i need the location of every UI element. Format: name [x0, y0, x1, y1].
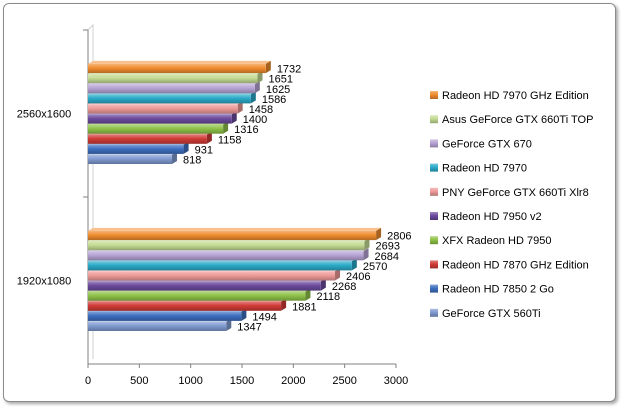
legend-label: PNY GeForce GTX 660Ti Xlr8 [442, 187, 589, 199]
bar [88, 63, 266, 74]
legend-swatch [430, 139, 438, 148]
bar [88, 291, 306, 301]
x-tick-label: 2000 [281, 375, 305, 387]
data-label: 2693 [375, 241, 399, 253]
x-tick-label: 3000 [384, 375, 408, 387]
bar [88, 114, 232, 124]
bar [88, 124, 224, 134]
bar [88, 311, 242, 321]
legend-label: Radeon HD 7970 GHz Edition [442, 90, 589, 102]
data-label: 1651 [269, 74, 293, 86]
legend-label: XFX Radeon HD 7950 [442, 235, 551, 247]
bar-top-face [88, 60, 271, 64]
data-label: 818 [183, 155, 201, 167]
bar [88, 104, 238, 114]
bar-side-face [351, 258, 357, 271]
bar-side-face [335, 268, 341, 281]
legend-label: GeForce GTX 560Ti [442, 308, 541, 320]
legend-swatch [430, 115, 438, 124]
bar [88, 241, 365, 251]
bar-side-face [206, 131, 212, 144]
bar-side-face [363, 248, 369, 261]
legend-swatch [430, 212, 438, 220]
legend-swatch [430, 284, 438, 293]
bar-side-face [254, 81, 260, 94]
legend-label: Radeon HD 7870 GHz Edition [442, 259, 589, 271]
legend-label: Radeon HD 7970 [442, 163, 527, 175]
legend-label: GeForce GTX 670 [442, 138, 532, 150]
category-label: 1920x1080 [17, 276, 71, 288]
x-tick-label: 1000 [178, 375, 202, 387]
data-label: 931 [195, 144, 213, 156]
bar-side-face [183, 141, 189, 154]
data-label: 1625 [266, 84, 290, 96]
bar [88, 144, 184, 154]
legend-label: Radeon HD 7950 v2 [442, 211, 542, 223]
data-label: 2118 [316, 291, 340, 303]
data-label: 1732 [277, 64, 301, 76]
data-label: 1347 [237, 322, 261, 334]
bar-side-face [257, 71, 263, 84]
bar [88, 230, 377, 241]
bar [88, 84, 255, 94]
data-label: 2570 [363, 261, 387, 273]
data-label: 1458 [249, 104, 273, 116]
data-label: 1494 [252, 311, 276, 323]
bar-side-face [305, 288, 311, 301]
bar [88, 281, 321, 291]
bar [88, 271, 336, 281]
legend-swatch [430, 236, 438, 245]
bar-side-face [320, 278, 326, 291]
x-tick-label: 0 [85, 375, 91, 387]
bar-top-face [88, 227, 382, 231]
bar-side-face [226, 318, 232, 331]
x-tick-label: 2500 [332, 375, 356, 387]
bar-side-face [364, 238, 370, 251]
bar [88, 94, 251, 104]
bar-side-face [231, 111, 237, 124]
bar [88, 74, 258, 84]
data-label: 2268 [332, 281, 356, 293]
bar-side-face [171, 151, 177, 164]
legend-label: Radeon HD 7850 2 Go [442, 284, 554, 296]
category-label: 2560x1600 [17, 109, 71, 121]
bar [88, 321, 227, 331]
data-label: 1158 [218, 134, 242, 146]
bar-side-face [376, 227, 382, 241]
bar-side-face [237, 101, 243, 114]
data-label: 2684 [375, 251, 399, 263]
legend-swatch [430, 163, 438, 172]
data-label: 2406 [346, 271, 370, 283]
legend-swatch [430, 187, 438, 196]
data-label: 2806 [387, 231, 411, 243]
bar [88, 251, 364, 261]
x-tick-label: 500 [130, 375, 148, 387]
bar-side-face [265, 60, 271, 74]
x-tick-label: 1500 [230, 375, 254, 387]
data-label: 1316 [234, 124, 258, 136]
bar-side-face [223, 121, 229, 134]
bar [88, 134, 207, 144]
data-label: 1586 [262, 94, 286, 106]
legend-swatch [430, 260, 438, 269]
data-label: 1400 [243, 114, 267, 126]
bar-side-face [241, 308, 247, 321]
legend-label: Asus GeForce GTX 660Ti TOP [442, 114, 593, 126]
bar [88, 261, 352, 271]
bar [88, 301, 282, 311]
legend-swatch [430, 308, 438, 317]
legend-swatch [430, 91, 438, 99]
data-label: 1881 [292, 301, 316, 313]
bar [88, 154, 172, 164]
bar-side-face [250, 91, 256, 104]
bar-side-face [281, 298, 287, 311]
